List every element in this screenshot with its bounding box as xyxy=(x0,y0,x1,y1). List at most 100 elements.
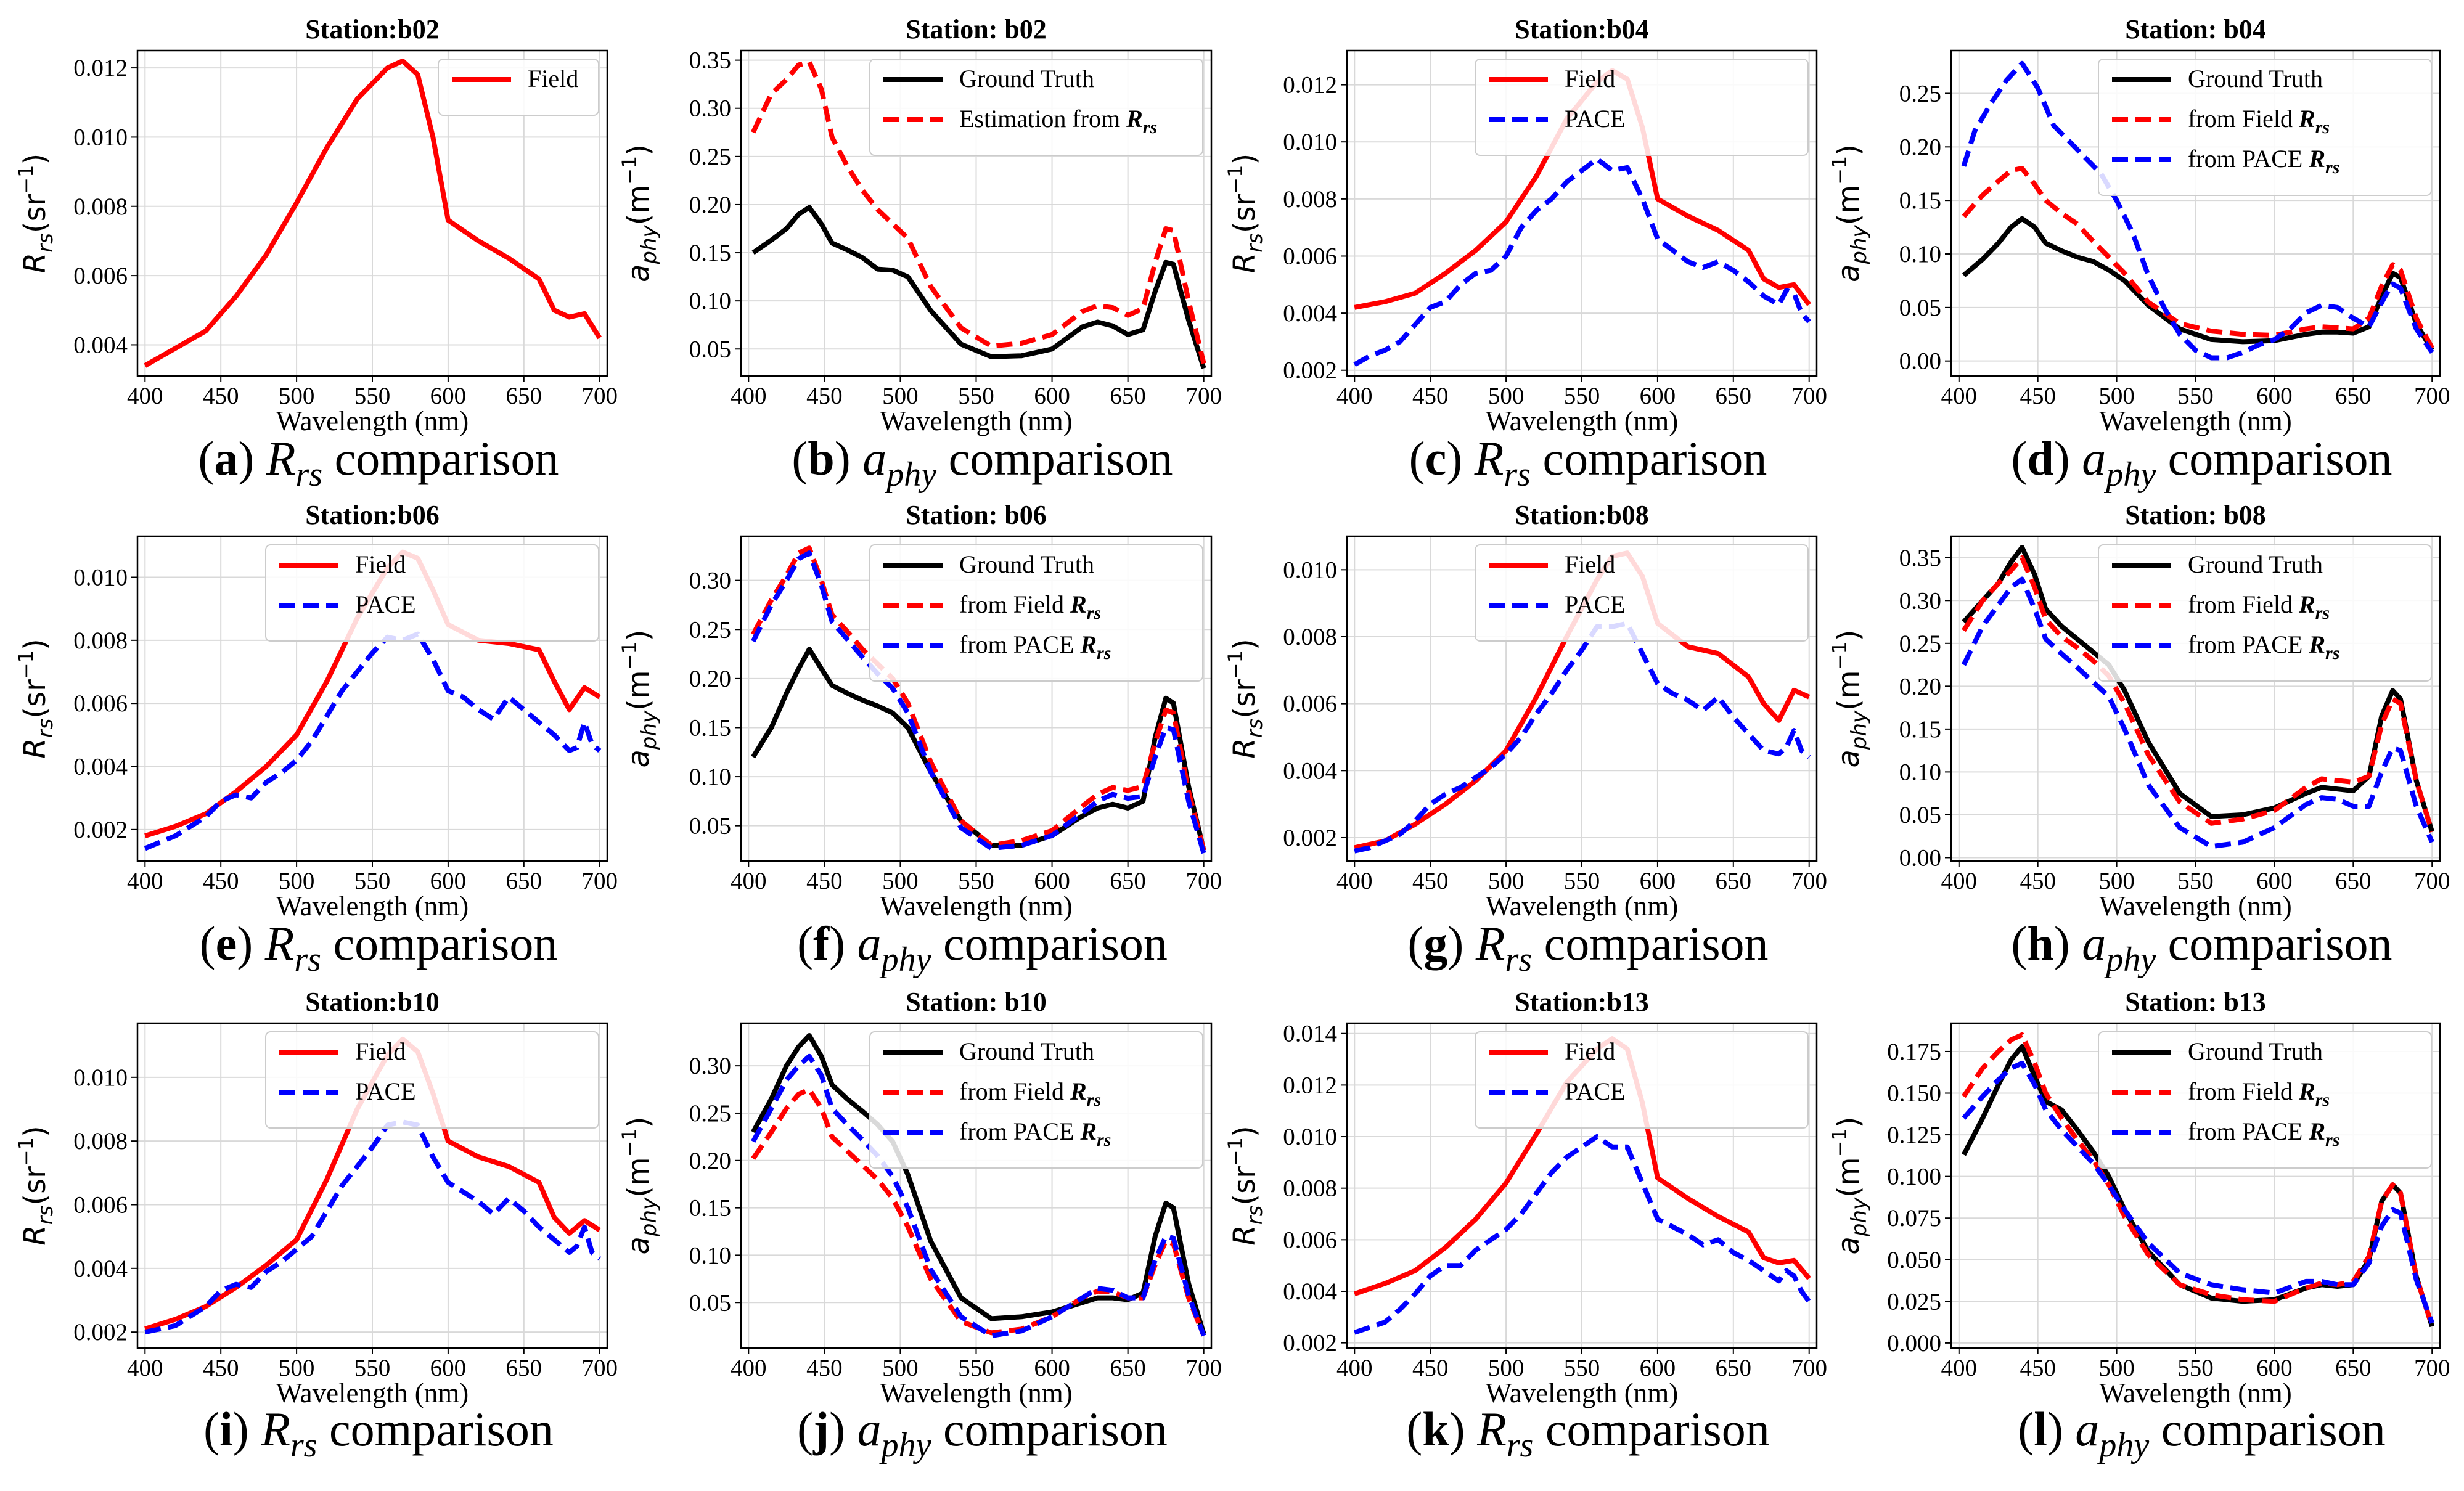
y-tick-label: 0.010 xyxy=(1283,557,1337,583)
x-tick-label: 600 xyxy=(1640,1355,1676,1381)
chart-panel-d: 400 450 500 550 600 650 700 0.00 0.05 0.10 0.15 0.2… xyxy=(1828,14,2450,436)
x-tick-label: 450 xyxy=(203,868,239,894)
legend: Field xyxy=(438,59,599,116)
x-tick-label: 500 xyxy=(882,383,919,409)
x-tick-label: 650 xyxy=(506,383,542,409)
x-axis-label: Wavelength (nm) xyxy=(276,1378,469,1408)
x-tick-label: 650 xyxy=(506,1355,542,1381)
x-tick-label: 500 xyxy=(2098,383,2135,409)
chart-panel-k: 400 450 500 550 600 650 700 0.002 0.004 0.006 0.00… xyxy=(1224,987,1827,1408)
x-tick-label: 500 xyxy=(2098,1355,2135,1381)
y-tick-label: 0.00 xyxy=(1899,844,1941,871)
x-tick-label: 650 xyxy=(1110,1355,1146,1381)
x-axis-label: Wavelength (nm) xyxy=(880,406,1073,436)
x-tick-label: 700 xyxy=(2414,1355,2450,1381)
legend-label: PACE xyxy=(1565,105,1626,133)
x-axis-label: Wavelength (nm) xyxy=(2099,406,2292,436)
panel-caption-j: (j) aphy comparison xyxy=(797,1402,1168,1464)
series-line-pace xyxy=(1961,60,2434,361)
series-line-pace xyxy=(751,550,1206,854)
x-tick-label: 450 xyxy=(203,383,239,409)
y-tick-label: 0.35 xyxy=(689,47,731,74)
y-tick-label: 0.05 xyxy=(689,336,731,362)
legend-label: from PACE Rrs xyxy=(2188,1117,2339,1150)
x-tick-label: 550 xyxy=(354,868,391,894)
y-tick-label: 0.15 xyxy=(1899,187,1941,214)
x-tick-label: 500 xyxy=(1488,1355,1525,1381)
y-tick-label: 0.014 xyxy=(1283,1021,1337,1047)
series-line-field xyxy=(751,545,1206,851)
legend-box xyxy=(265,1031,599,1129)
x-tick-label: 500 xyxy=(279,868,315,894)
x-tick-label: 550 xyxy=(354,1355,391,1381)
chart-title: Station:b02 xyxy=(305,14,440,44)
legend-label: Ground Truth xyxy=(2188,1037,2323,1065)
y-tick-label: 0.010 xyxy=(1283,1124,1337,1150)
x-tick-label: 400 xyxy=(1941,383,1978,409)
x-tick-label: 500 xyxy=(882,868,919,894)
y-tick-label: 0.010 xyxy=(1283,129,1337,155)
chart-title: Station: b13 xyxy=(2125,987,2266,1017)
y-tick-label: 0.008 xyxy=(73,627,128,654)
y-tick-label: 0.10 xyxy=(689,288,731,314)
chart-panel-g: 400 450 500 550 600 650 700 0.002 0.004 0.006 0.00… xyxy=(1224,500,1827,921)
legend-label: from Field Rrs xyxy=(2188,105,2330,137)
x-tick-label: 450 xyxy=(806,1355,843,1381)
panel-caption-l: (l) aphy comparison xyxy=(2018,1402,2385,1464)
x-tick-label: 450 xyxy=(1412,868,1449,894)
legend-label: from Field Rrs xyxy=(2188,1077,2330,1110)
x-tick-label: 650 xyxy=(1716,868,1752,894)
x-tick-label: 400 xyxy=(1336,1355,1373,1381)
y-tick-label: 0.15 xyxy=(1899,716,1941,743)
x-tick-label: 650 xyxy=(2335,1355,2372,1381)
legend-label: Ground Truth xyxy=(959,65,1094,92)
y-axis-label: Rrs(sr−1) xyxy=(14,153,58,273)
y-tick-label: 0.006 xyxy=(1283,243,1337,269)
y-axis-label: aphy(m−1) xyxy=(618,629,661,767)
series-line-truth xyxy=(1962,216,2434,352)
x-tick-label: 500 xyxy=(2098,868,2135,894)
x-tick-label: 400 xyxy=(1336,383,1373,409)
chart-title: Station:b13 xyxy=(1515,987,1649,1017)
y-tick-label: 0.004 xyxy=(73,1256,128,1282)
legend-label: PACE xyxy=(1565,1077,1626,1105)
series-line-field xyxy=(144,58,602,368)
y-tick-label: 0.35 xyxy=(1899,545,1941,571)
y-tick-label: 0.010 xyxy=(73,1064,128,1091)
y-axis-label: Rrs(sr−1) xyxy=(1224,1125,1267,1245)
y-axis-label: Rrs(sr−1) xyxy=(1224,153,1267,273)
legend-label: from Field Rrs xyxy=(2188,590,2330,623)
y-tick-label: 0.008 xyxy=(73,1128,128,1154)
x-tick-label: 600 xyxy=(2256,1355,2293,1381)
y-tick-label: 0.25 xyxy=(689,1100,731,1127)
x-tick-label: 500 xyxy=(882,1355,919,1381)
x-tick-label: 450 xyxy=(2020,383,2056,409)
y-tick-label: 0.002 xyxy=(73,1319,128,1346)
x-tick-label: 600 xyxy=(430,868,467,894)
y-tick-label: 0.008 xyxy=(1283,186,1337,213)
series-line-truth xyxy=(751,205,1206,369)
panel-caption-f: (f) aphy comparison xyxy=(797,917,1168,979)
y-tick-label: 0.006 xyxy=(73,1192,128,1219)
y-tick-label: 0.100 xyxy=(1887,1164,1941,1190)
legend: Field PACE xyxy=(265,544,599,642)
x-tick-label: 700 xyxy=(1185,868,1222,894)
legend-label: from PACE Rrs xyxy=(2188,145,2339,178)
x-tick-label: 700 xyxy=(1791,383,1827,409)
x-tick-label: 550 xyxy=(1564,868,1600,894)
y-tick-label: 0.10 xyxy=(1899,759,1941,785)
y-tick-label: 0.00 xyxy=(1899,348,1941,375)
y-tick-label: 0.10 xyxy=(1899,241,1941,268)
legend-label: Ground Truth xyxy=(959,550,1094,578)
x-tick-label: 700 xyxy=(1185,1355,1222,1381)
y-tick-label: 0.05 xyxy=(1899,802,1941,828)
x-tick-label: 700 xyxy=(1185,383,1222,409)
x-tick-label: 400 xyxy=(127,868,163,894)
y-tick-label: 0.008 xyxy=(1283,1175,1337,1202)
x-tick-label: 400 xyxy=(1336,868,1373,894)
chart-panel-h: 400 450 500 550 600 650 700 0.00 0.05 0.10 0.15 0.2… xyxy=(1828,500,2450,921)
x-tick-label: 450 xyxy=(806,383,843,409)
legend-box xyxy=(2098,544,2432,682)
legend-label: Field xyxy=(1565,550,1615,578)
legend: Ground Truth from Field Rrs from PACE Rrs xyxy=(869,1031,1203,1169)
